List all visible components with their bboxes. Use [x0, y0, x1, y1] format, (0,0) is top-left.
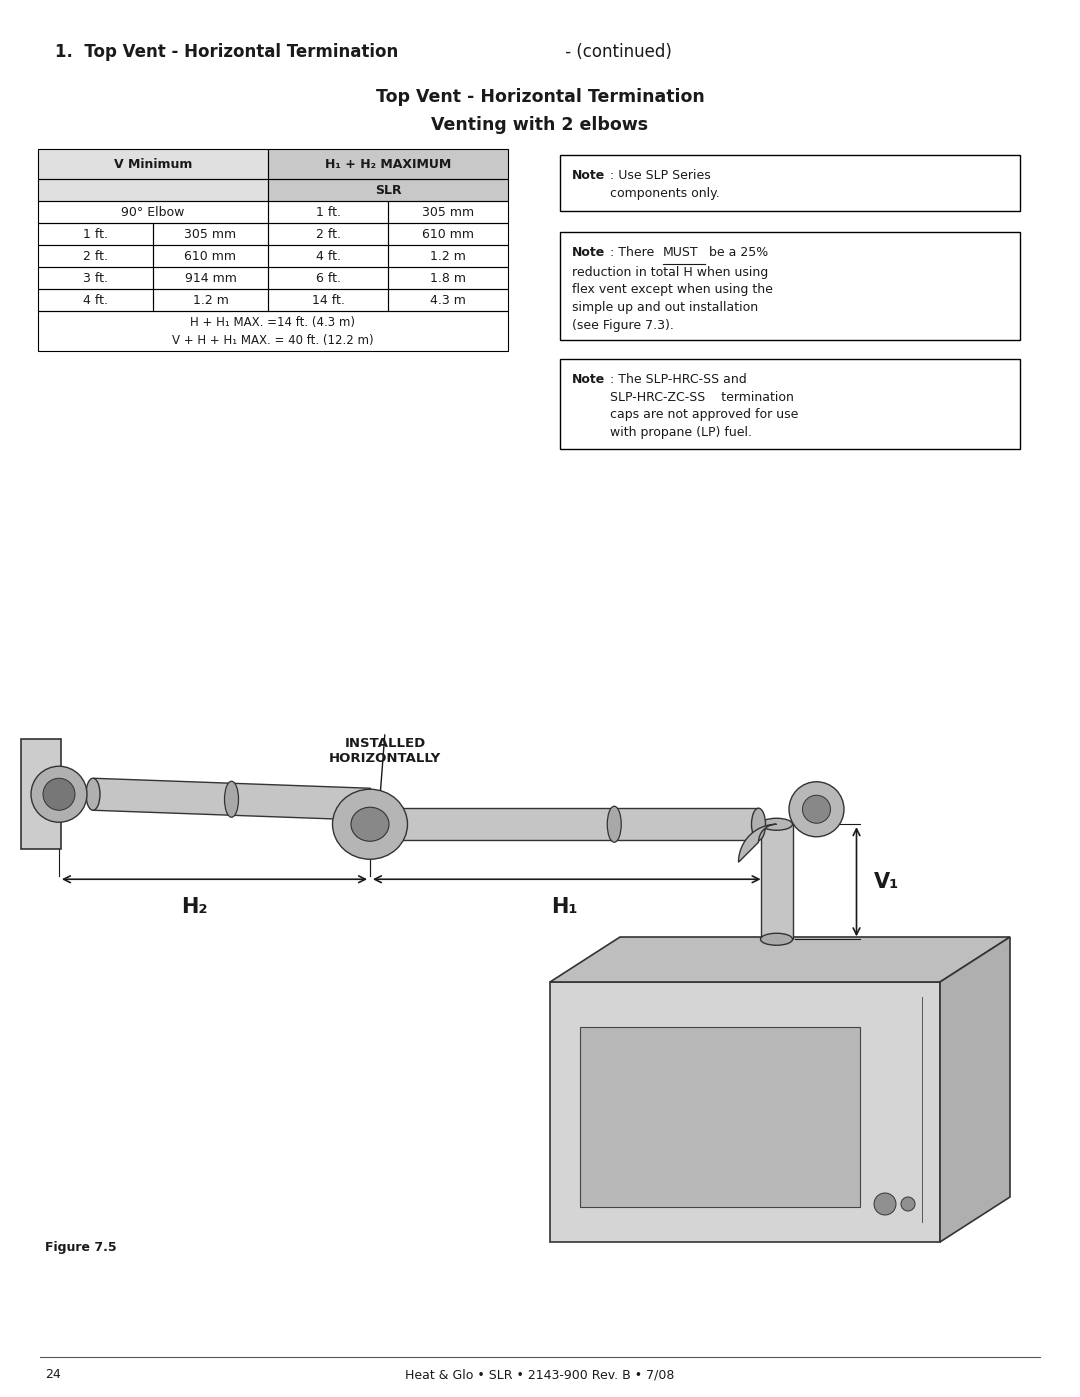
Ellipse shape: [760, 819, 793, 830]
Bar: [388, 224, 508, 244]
Bar: [38, 179, 268, 201]
Text: 1 ft.: 1 ft.: [83, 228, 108, 240]
Text: H + H₁ MAX. =14 ft. (4.3 m): H + H₁ MAX. =14 ft. (4.3 m): [190, 316, 355, 328]
Text: 1.  Top Vent - Horizontal Termination: 1. Top Vent - Horizontal Termination: [55, 43, 399, 61]
Text: 305 mm: 305 mm: [185, 228, 237, 240]
Bar: [268, 179, 508, 201]
Bar: [268, 289, 388, 312]
Text: Top Vent - Horizontal Termination: Top Vent - Horizontal Termination: [376, 88, 704, 106]
Ellipse shape: [333, 789, 407, 859]
Ellipse shape: [225, 781, 239, 817]
Bar: [388, 267, 508, 289]
Bar: [268, 201, 388, 224]
Bar: [561, 232, 1020, 339]
Circle shape: [31, 766, 87, 823]
Ellipse shape: [86, 778, 100, 810]
Text: 305 mm: 305 mm: [422, 205, 474, 218]
Text: 3 ft.: 3 ft.: [83, 271, 108, 285]
Text: Note: Note: [572, 169, 605, 182]
Ellipse shape: [789, 782, 843, 837]
Text: 4.3 m: 4.3 m: [430, 293, 465, 306]
Text: - (continued): - (continued): [561, 43, 672, 61]
Text: MUST: MUST: [663, 246, 699, 258]
Text: : There: : There: [610, 246, 658, 258]
Bar: [153, 244, 268, 267]
Text: H₁ + H₂ MAXIMUM: H₁ + H₂ MAXIMUM: [325, 158, 451, 170]
Text: 1.2 m: 1.2 m: [192, 293, 229, 306]
Text: 6 ft.: 6 ft.: [315, 271, 340, 285]
Text: reduction in total H when using
flex vent except when using the
simple up and ou: reduction in total H when using flex ven…: [572, 265, 773, 331]
Bar: [38, 201, 268, 224]
Text: V₁: V₁: [874, 872, 900, 891]
Bar: [38, 179, 268, 201]
Circle shape: [874, 1193, 896, 1215]
Text: Note: Note: [572, 246, 605, 258]
Bar: [38, 224, 153, 244]
Text: Heat & Glo • SLR • 2143-900 Rev. B • 7/08: Heat & Glo • SLR • 2143-900 Rev. B • 7/0…: [405, 1369, 675, 1382]
Bar: [268, 244, 388, 267]
Bar: [268, 179, 508, 201]
Text: 914 mm: 914 mm: [185, 271, 237, 285]
Text: : Use SLP Series
components only.: : Use SLP Series components only.: [610, 169, 719, 200]
Text: 14 ft.: 14 ft.: [311, 293, 345, 306]
Text: INSTALLED
HORIZONTALLY: INSTALLED HORIZONTALLY: [329, 738, 441, 766]
Ellipse shape: [351, 807, 389, 841]
Text: Note: Note: [572, 373, 605, 386]
Bar: [38, 312, 508, 351]
Text: 4 ft.: 4 ft.: [83, 293, 108, 306]
Ellipse shape: [607, 806, 621, 842]
Text: V Minimum: V Minimum: [113, 158, 192, 170]
Text: H₁: H₁: [551, 897, 578, 918]
Text: : The SLP-HRC-SS and
SLP-HRC-ZC-SS    termination
caps are not approved for use
: : The SLP-HRC-SS and SLP-HRC-ZC-SS termi…: [610, 373, 798, 439]
Bar: [561, 155, 1020, 211]
Text: Venting with 2 elbows: Venting with 2 elbows: [431, 116, 649, 134]
Text: 2 ft.: 2 ft.: [315, 228, 340, 240]
Text: 4 ft.: 4 ft.: [315, 250, 340, 263]
Text: H₂: H₂: [181, 897, 207, 918]
Text: 610 mm: 610 mm: [185, 250, 237, 263]
Bar: [153, 267, 268, 289]
Text: Figure 7.5: Figure 7.5: [45, 1241, 117, 1253]
Text: V + H + H₁ MAX. = 40 ft. (12.2 m): V + H + H₁ MAX. = 40 ft. (12.2 m): [172, 334, 374, 346]
Ellipse shape: [760, 933, 793, 946]
Bar: [38, 267, 153, 289]
Text: be a 25%: be a 25%: [705, 246, 768, 258]
Polygon shape: [739, 824, 777, 862]
Text: SLR: SLR: [375, 183, 402, 197]
Text: 90° Elbow: 90° Elbow: [121, 205, 185, 218]
Bar: [388, 244, 508, 267]
Polygon shape: [370, 809, 758, 840]
Bar: [153, 224, 268, 244]
Polygon shape: [93, 778, 370, 820]
Polygon shape: [550, 937, 1010, 982]
Bar: [580, 1027, 860, 1207]
Text: 1 ft.: 1 ft.: [315, 205, 340, 218]
Bar: [268, 149, 508, 179]
Polygon shape: [550, 982, 940, 1242]
Text: 1.8 m: 1.8 m: [430, 271, 465, 285]
Ellipse shape: [802, 795, 831, 823]
Bar: [153, 289, 268, 312]
Bar: [38, 289, 153, 312]
Polygon shape: [21, 739, 60, 849]
Bar: [38, 149, 268, 179]
Polygon shape: [940, 937, 1010, 1242]
Bar: [38, 244, 153, 267]
Text: 2 ft.: 2 ft.: [83, 250, 108, 263]
Text: 1.2 m: 1.2 m: [430, 250, 465, 263]
Circle shape: [901, 1197, 915, 1211]
Text: 610 mm: 610 mm: [422, 228, 474, 240]
Bar: [268, 149, 508, 179]
Ellipse shape: [752, 809, 766, 840]
Bar: [388, 289, 508, 312]
Bar: [38, 149, 268, 179]
Bar: [268, 224, 388, 244]
Polygon shape: [760, 824, 793, 939]
Bar: [268, 267, 388, 289]
Text: 24: 24: [45, 1369, 60, 1382]
Bar: [561, 359, 1020, 448]
Bar: [388, 201, 508, 224]
Circle shape: [43, 778, 75, 810]
